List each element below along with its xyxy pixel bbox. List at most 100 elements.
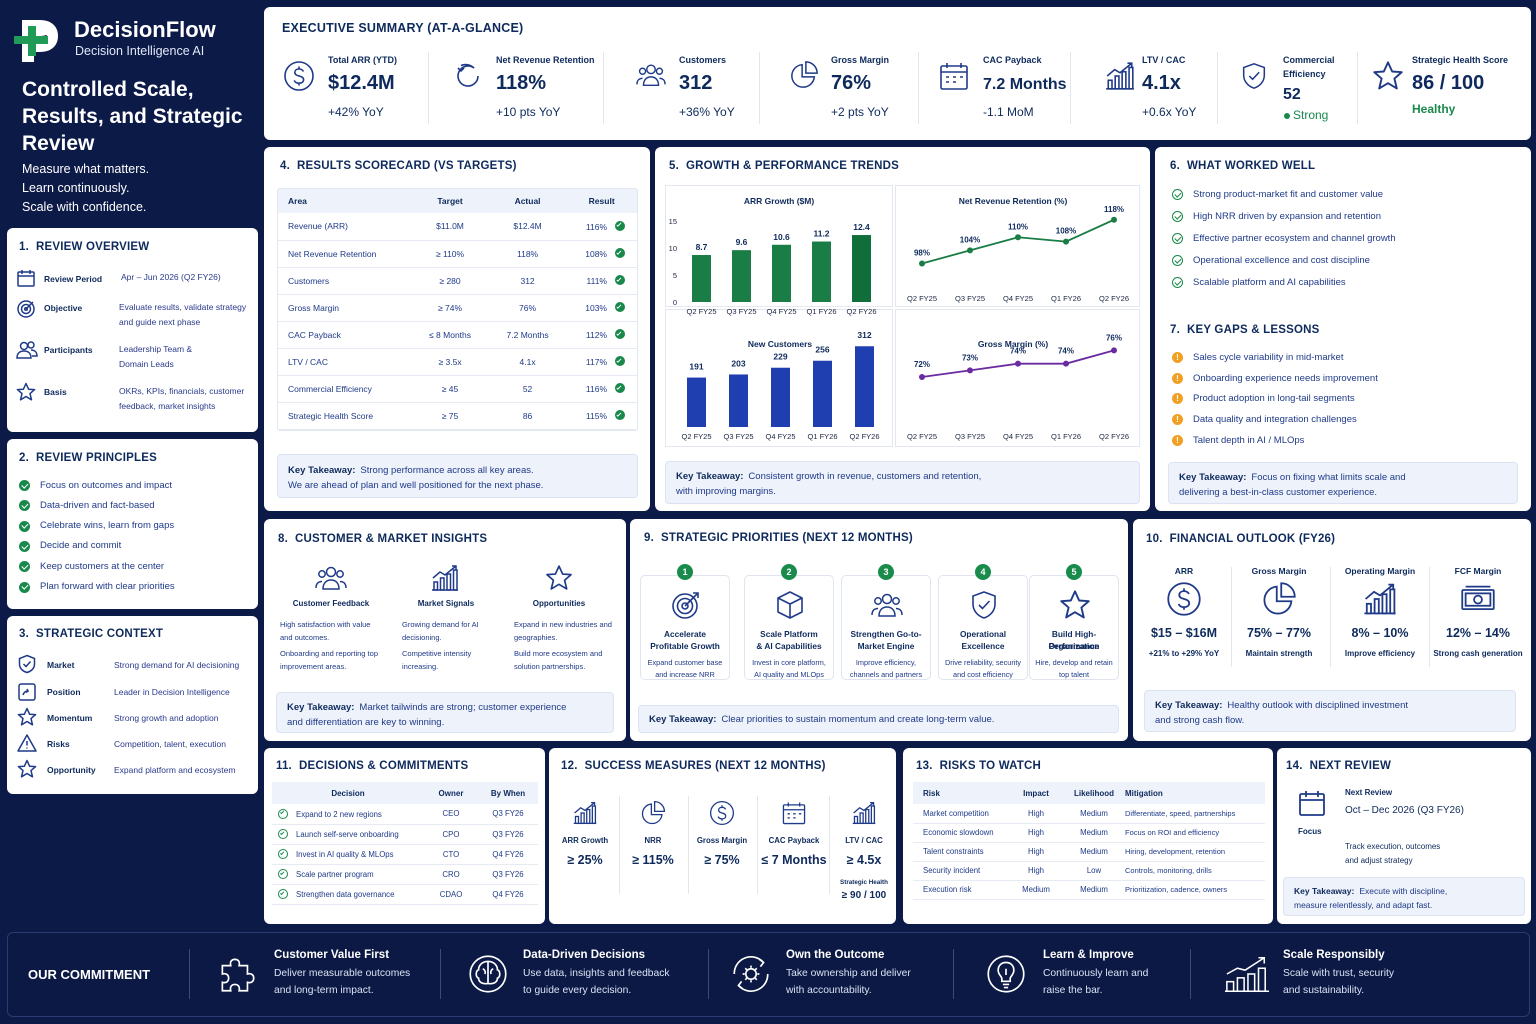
table-cell: Commercial Efficiency xyxy=(278,375,412,403)
kpi-label: Customers xyxy=(679,55,727,65)
check-mark xyxy=(280,830,285,836)
commitment-item-line-2: to guide every decision. xyxy=(523,985,632,996)
data-label: 110% xyxy=(1008,222,1028,231)
pie-icon xyxy=(640,800,666,826)
commitment-item-line-1: Deliver measurable outcomes xyxy=(274,968,411,979)
x-tick-label: Q3 FY25 xyxy=(955,294,985,303)
table-row: Commercial Efficiency ≥ 45 52 116% xyxy=(278,375,637,403)
data-label: 74% xyxy=(1058,347,1074,356)
table-cell: Q4 FY26 xyxy=(478,844,538,865)
bar xyxy=(729,374,748,427)
kpi-divider xyxy=(918,52,919,124)
table-header: Result xyxy=(566,189,637,213)
table-row: Market competition High Medium Differentiat… xyxy=(913,804,1265,824)
bar-chart-icon xyxy=(851,800,877,826)
check-circle-icon xyxy=(1172,277,1183,288)
next-review-value: Oct – Dec 2026 (Q3 FY26) xyxy=(1345,805,1464,816)
principle-item: Decide and commit xyxy=(40,540,122,552)
success-value: ≥ 4.5x xyxy=(846,853,882,867)
warning-icon xyxy=(17,733,37,753)
priorities-title: 9. STRATEGIC PRIORITIES (NEXT 12 MONTHS) xyxy=(644,532,913,544)
table-header: Risk xyxy=(913,782,1009,804)
table-cell: Expand to 2 new regions xyxy=(272,804,424,825)
priority-title-2: & AI Capabilities xyxy=(756,641,822,651)
insight-title-opportunities: Opportunities xyxy=(532,599,586,608)
bar-chart-icon xyxy=(1362,581,1398,617)
table-cell: Q3 FY26 xyxy=(478,864,538,885)
overview-label-participants: Participants xyxy=(44,345,93,355)
priority-card: Operational Excellence Drive reliability, … xyxy=(938,575,1028,680)
result-value: 117% xyxy=(585,357,607,367)
priorities-takeaway: Key Takeaway: Clear priorities to sustain… xyxy=(638,705,1119,733)
outlook-title: 10. FINANCIAL OUTLOOK (FY26) xyxy=(1146,533,1336,545)
check-mark xyxy=(617,222,622,228)
people-icon xyxy=(16,340,38,360)
table-cell: Customers xyxy=(278,267,412,295)
check-circle-icon xyxy=(278,869,288,879)
commitment-item-title: Data-Driven Decisions xyxy=(523,949,646,961)
data-point xyxy=(1063,360,1069,367)
priority-desc: Invest in core platform, xyxy=(752,658,826,667)
decision-text: Expand to 2 new regions xyxy=(296,809,382,819)
context-label-momentum: Momentum xyxy=(47,713,93,723)
data-point xyxy=(967,247,973,254)
table-cell: CRO xyxy=(424,864,478,885)
star-icon xyxy=(16,382,36,402)
result-value: 108% xyxy=(585,249,607,259)
table-header: By When xyxy=(478,782,538,804)
kpi-divider xyxy=(428,52,429,124)
executive-summary-card: EXECUTIVE SUMMARY (AT-A-GLANCE) Total AR… xyxy=(264,7,1531,140)
risks-title: 13. RISKS TO WATCH xyxy=(916,760,1041,772)
priority-desc-2: and increase NRR xyxy=(655,670,715,679)
context-value-risks: Competition, talent, execution xyxy=(114,739,226,749)
bar xyxy=(812,241,831,302)
principle-item: Keep customers at the center xyxy=(40,560,165,572)
table-cell: Q3 FY26 xyxy=(478,824,538,845)
table-row: Scale partner program CRO Q3 FY26 xyxy=(272,864,538,885)
commitment-divider xyxy=(1190,949,1191,999)
kpi-label: Net Revenue Retention xyxy=(496,55,595,65)
table-cell: Scale partner program xyxy=(272,864,424,885)
gaps-title: 7. KEY GAPS & LESSONS xyxy=(1170,324,1320,336)
table-cell: 7.2 Months xyxy=(488,321,567,349)
kpi-sub: +42% YoY xyxy=(328,105,384,119)
outlook-value: 75% – 77% xyxy=(1247,626,1311,640)
dollar-icon xyxy=(1166,581,1202,617)
priority-number: 2 xyxy=(781,564,797,580)
kpi-value: 118% xyxy=(496,72,547,94)
table-cell: Security incident xyxy=(913,861,1009,881)
check-icon xyxy=(615,248,625,258)
kpi-sub: Healthy xyxy=(1412,102,1456,116)
outlook-divider xyxy=(1231,567,1232,667)
insight-feedback-p2: Onboarding and reporting top improvement… xyxy=(280,649,378,671)
context-label-risks: Risks xyxy=(47,739,70,749)
check-mark xyxy=(617,330,622,336)
gap-item: Onboarding experience needs improvement xyxy=(1193,372,1378,384)
data-label: 118% xyxy=(1104,205,1124,214)
priority-title-2: Market Engine xyxy=(857,641,915,651)
check-mark xyxy=(280,890,285,896)
priority-desc-2: channels and partners xyxy=(849,670,923,679)
check-icon xyxy=(19,561,30,573)
commitment-item-title: Learn & Improve xyxy=(1043,949,1134,961)
table-header: Area xyxy=(278,189,412,213)
gap-item: Data quality and integration challenges xyxy=(1193,414,1357,426)
outlook-label: Gross Margin xyxy=(1251,566,1307,576)
gap-item: Sales cycle variability in mid-market xyxy=(1193,352,1344,363)
commitment-title: OUR COMMITMENT xyxy=(28,967,151,982)
table-cell: 118% xyxy=(488,240,567,268)
success-label: CAC Payback xyxy=(768,836,820,845)
data-label: 8.7 xyxy=(696,242,708,252)
chart-title: ARR Growth ($M) xyxy=(744,196,815,206)
check-icon xyxy=(19,581,30,593)
table-cell: Talent constraints xyxy=(913,842,1009,862)
decisions-table-wrap: Decision Owner By When Expand to 2 new reg… xyxy=(272,782,538,905)
success-label: Gross Margin xyxy=(696,836,748,845)
brand-logo xyxy=(14,16,64,66)
next-review-label: Next Review xyxy=(1345,788,1393,797)
bar-chart-icon xyxy=(430,564,460,592)
kpi-sub: +2 pts YoY xyxy=(831,105,889,119)
table-header: Decision xyxy=(272,782,424,804)
check-icon xyxy=(19,500,30,512)
worked-item: Effective partner ecosystem and channel … xyxy=(1193,233,1396,244)
